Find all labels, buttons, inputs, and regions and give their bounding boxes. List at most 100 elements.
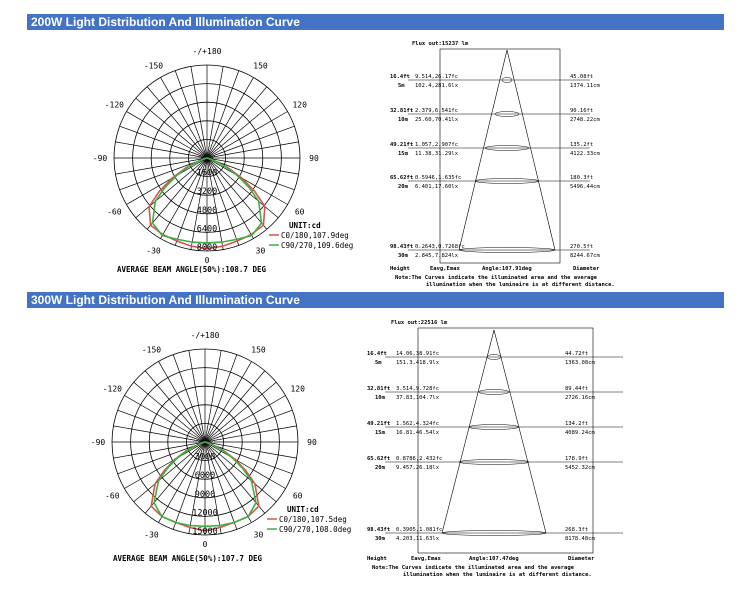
- polar-spoke: [146, 86, 208, 159]
- polar-spoke: [124, 395, 206, 443]
- angle-tick-label: 90: [307, 438, 317, 447]
- height-ft-label: 16.4ft: [390, 74, 410, 80]
- polar-chart-200w: -/+180 -150 150 -120 120 -90 90 -60 60 -30 30 0 1600…: [0, 0, 380, 290]
- polar-spoke: [174, 70, 208, 159]
- height-m-label: 20m: [375, 465, 386, 471]
- illuminance-lx-label: 102.4,281.6lx: [415, 83, 459, 89]
- note-line-1: Note:The Curves indicate the illuminated…: [395, 275, 598, 281]
- polar-spoke: [206, 97, 279, 159]
- footer-diameter-label: Diameter: [573, 266, 600, 272]
- illuminance-lx-label: 2.845,7.824lx: [415, 253, 459, 259]
- illumination-ellipse: [468, 424, 520, 430]
- polar-spoke: [206, 157, 224, 250]
- polar-spoke: [117, 441, 206, 475]
- polar-spoke: [113, 441, 206, 459]
- polar-spoke: [206, 86, 268, 159]
- footer-angle-label: Angle:107.91deg: [482, 266, 532, 272]
- height-m-label: 5m: [398, 83, 405, 89]
- illumination-ellipse: [484, 145, 530, 151]
- distribution-curve-c90-270: [151, 157, 263, 244]
- diameter-cm-label: 4122.33cm: [570, 151, 600, 157]
- polar-spoke: [206, 66, 224, 159]
- polar-spoke: [204, 381, 277, 443]
- angle-tick-label: 150: [253, 61, 268, 70]
- polar-spoke: [190, 157, 208, 250]
- polar-chart-300w: -/+180 -150 150 -120 120 -90 90 -60 60 -30 30 0 3000…: [91, 331, 351, 563]
- polar-chart-svg: -/+180 -150 150 -120 120 -90 90 -60 60 -30 30 0 1600…: [93, 47, 353, 265]
- polar-spoke: [206, 157, 240, 246]
- radial-value-label: 15000: [192, 527, 218, 537]
- polar-spoke: [172, 354, 206, 443]
- illumination-ellipse: [494, 111, 520, 117]
- diameter-cm-label: 5452.32cm: [565, 465, 595, 471]
- legend-entry: C90/270,108.0deg: [279, 525, 351, 534]
- height-ft-label: 98.43ft: [367, 527, 390, 533]
- polar-spoke: [204, 354, 238, 443]
- polar-spoke: [158, 441, 206, 523]
- radial-value-label: 9000: [195, 490, 215, 500]
- polar-spoke: [206, 77, 254, 159]
- illuminance-fc-label: 2.379,6.541fc: [415, 108, 458, 114]
- polar-spoke: [206, 157, 268, 230]
- radial-value-label: 12000: [192, 508, 218, 518]
- polar-spoke: [119, 157, 208, 191]
- height-ft-label: 98.43ft: [390, 244, 413, 250]
- radial-value-label: 6000: [195, 471, 215, 481]
- footer-diameter-label: Diameter: [568, 556, 595, 562]
- polar-spoke: [204, 361, 252, 443]
- illuminance-fc-label: 0.2643,0.7268fc: [415, 244, 465, 250]
- radial-value-label: 3200: [197, 187, 217, 197]
- angle-tick-label: -120: [103, 385, 122, 394]
- polar-spoke: [206, 111, 288, 159]
- legend-entry: C0/180,107.5deg: [279, 515, 347, 524]
- polar-chart-svg: -/+180 -150 150 -120 120 -90 90 -60 60 -30 30 0 3000…: [91, 331, 351, 549]
- footer-eavg-label: Eavg,Emax: [411, 556, 441, 562]
- polar-spoke: [204, 441, 252, 523]
- angle-tick-label: -90: [93, 154, 108, 163]
- note-line-2: illumination when the luminaire is at di…: [426, 282, 615, 288]
- polar-spoke: [206, 157, 288, 205]
- diameter-cm-label: 5496.44cm: [570, 184, 600, 190]
- illumination-ellipse: [486, 354, 502, 360]
- section-title-200w: 200W Light Distribution And Illumination…: [27, 14, 724, 30]
- illumination-ellipse: [458, 459, 530, 465]
- diameter-cm-label: 2748.22cm: [570, 117, 600, 123]
- radial-value-label: 1600: [197, 169, 217, 179]
- height-m-label: 15m: [375, 430, 386, 436]
- angle-tick-label: -30: [146, 247, 161, 256]
- angle-tick-label: 60: [293, 492, 303, 501]
- beam-angle-label: AVERAGE BEAM ANGLE(50%):108.7 DEG: [117, 265, 267, 274]
- radial-value-label: 4800: [197, 206, 217, 216]
- angle-tick-label: -90: [91, 438, 106, 447]
- polar-spoke: [204, 395, 286, 443]
- flux-out-label: Flux out:22516 lm: [391, 320, 448, 326]
- polar-spoke: [188, 441, 206, 534]
- radial-value-label: 3000: [195, 453, 215, 463]
- polar-spoke: [204, 409, 293, 443]
- polar-spoke: [135, 97, 208, 159]
- angle-tick-label: 90: [309, 154, 319, 163]
- polar-spoke: [206, 125, 295, 159]
- diameter-cm-label: 1374.11cm: [570, 83, 600, 89]
- illuminance-lx-label: 25.60,70.41lx: [415, 117, 459, 123]
- illumination-frame: [417, 327, 594, 554]
- polar-spoke: [204, 441, 277, 503]
- height-ft-label: 49.21ft: [390, 142, 413, 148]
- angle-tick-label: -/+180: [193, 47, 222, 56]
- height-ft-label: 49.21ft: [367, 421, 390, 427]
- illuminance-fc-label: 3.514,9.728fc: [396, 386, 439, 392]
- angle-tick-label: -120: [105, 101, 124, 110]
- polar-spoke: [204, 370, 266, 443]
- height-m-label: 30m: [398, 253, 409, 259]
- polar-spoke: [206, 70, 240, 159]
- polar-spoke: [160, 77, 208, 159]
- illumination-ellipse: [501, 77, 513, 83]
- diameter-ft-label: 180.3ft: [570, 175, 593, 181]
- angle-tick-label: -150: [142, 345, 161, 354]
- illumination-chart-svg: Flux out:15237 lm 16.4ft 5m 9.514,26.17fc 10…: [390, 41, 615, 288]
- polar-spoke: [133, 381, 206, 443]
- diameter-cm-label: 1363.08cm: [565, 360, 595, 366]
- unit-label: UNIT:cd: [289, 221, 321, 230]
- height-ft-label: 65.62ft: [367, 456, 390, 462]
